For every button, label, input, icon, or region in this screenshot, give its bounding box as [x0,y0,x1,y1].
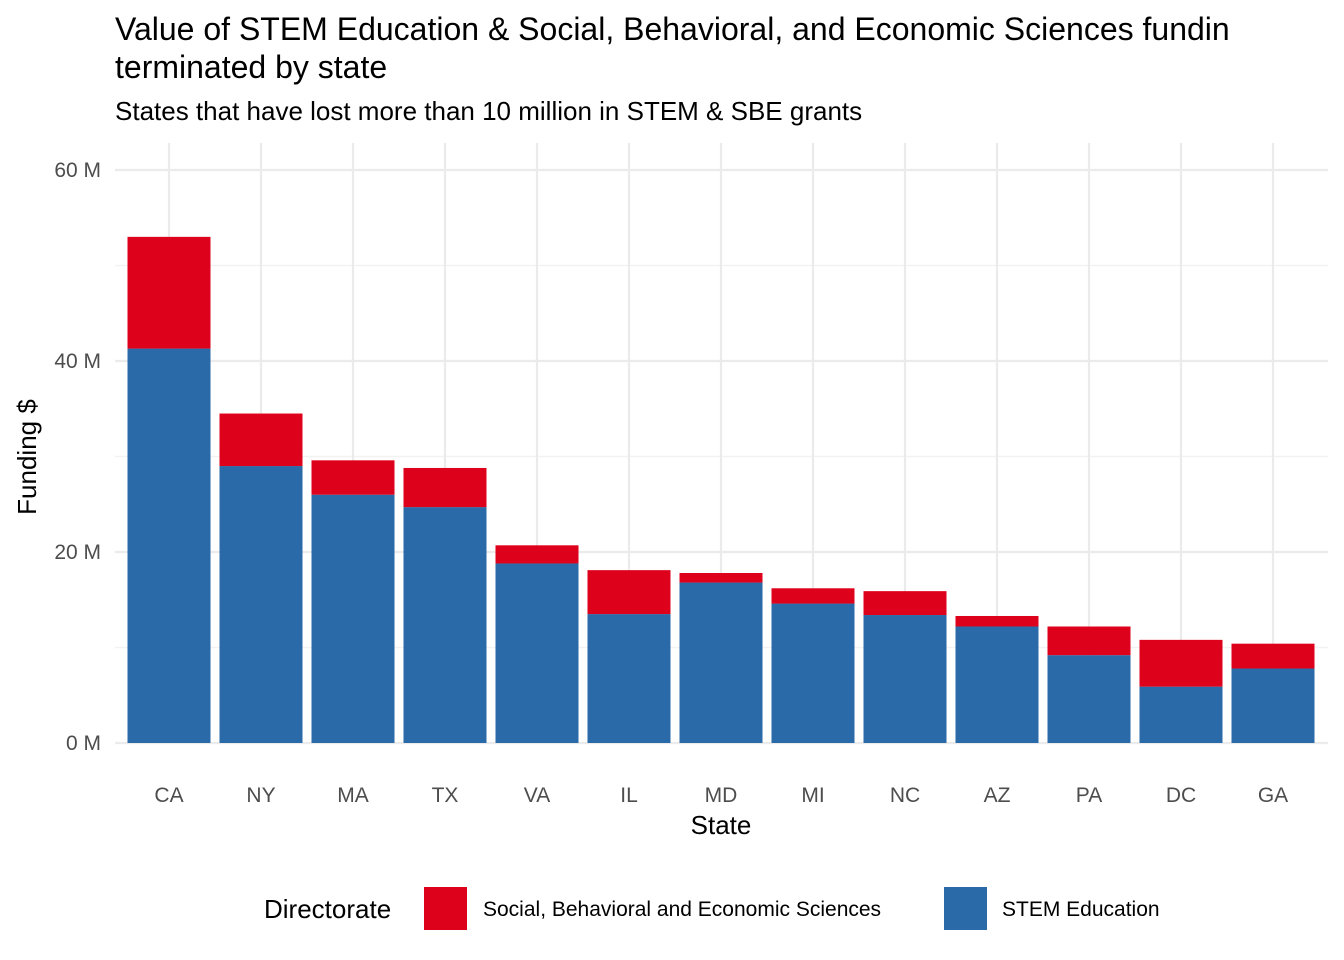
bar-mi-sbe [771,588,855,604]
x-tick-label: NC [890,784,920,807]
bar-tx-sbe [403,467,487,508]
legend-title: Directorate [264,894,391,924]
bar-ma-stem [311,494,395,743]
x-tick-label: AZ [984,784,1011,807]
bar-ga-stem [1231,668,1315,743]
x-axis-title: State [691,810,752,840]
bar-ny-stem [219,466,303,743]
bar-va-stem [495,563,579,743]
y-axis-ticks: 0 M 20 M 40 M 60 M [54,159,101,755]
x-tick-label: IL [620,784,638,807]
x-tick-label: MA [337,784,369,807]
bar-az-sbe [955,615,1039,627]
chart-title-line-2: terminated by state [115,49,387,85]
legend: Directorate Social, Behavioral and Econo… [264,887,1160,930]
bar-pa-stem [1047,655,1131,743]
x-axis-ticks: CA NY MA TX VA IL MD MI NC AZ PA DC GA [154,784,1288,807]
x-tick-label: PA [1076,784,1102,807]
bar-nc-sbe [863,591,947,616]
x-tick-label: CA [154,784,183,807]
x-tick-label: MD [705,784,738,807]
bar-dc-stem [1139,686,1223,743]
legend-label-stem: STEM Education [1002,898,1160,921]
chart-title-line-1: Value of STEM Education & Social, Behavi… [115,11,1230,47]
x-tick-label: MI [801,784,824,807]
y-tick-label: 20 M [54,541,101,564]
bar-tx-stem [403,507,487,743]
bar-pa-sbe [1047,626,1131,656]
x-tick-label: NY [246,784,275,807]
x-tick-label: VA [524,784,550,807]
bar-il-stem [587,614,671,743]
bar-ga-sbe [1231,643,1315,669]
bar-md-stem [679,582,763,743]
bar-mi-stem [771,603,855,743]
bar-ma-sbe [311,460,395,495]
y-axis-title: Funding $ [12,399,42,515]
bar-nc-stem [863,615,947,743]
y-tick-label: 40 M [54,350,101,373]
bar-il-sbe [587,570,671,615]
bar-ca-sbe [127,236,211,349]
y-tick-label: 0 M [66,732,101,755]
chart-subtitle: States that have lost more than 10 milli… [115,96,862,126]
bar-dc-sbe [1139,639,1223,687]
bar-ny-sbe [219,413,303,467]
x-tick-label: GA [1258,784,1288,807]
legend-key-stem [944,887,987,930]
bar-ca-stem [127,348,211,743]
x-tick-label: DC [1166,784,1196,807]
legend-key-sbe [424,887,467,930]
bars [127,236,1315,743]
legend-label-sbe: Social, Behavioral and Economic Sciences [483,898,881,921]
bar-va-sbe [495,545,579,564]
bar-md-sbe [679,573,763,583]
x-tick-label: TX [432,784,459,807]
bar-az-stem [955,626,1039,743]
y-tick-label: 60 M [54,159,101,182]
